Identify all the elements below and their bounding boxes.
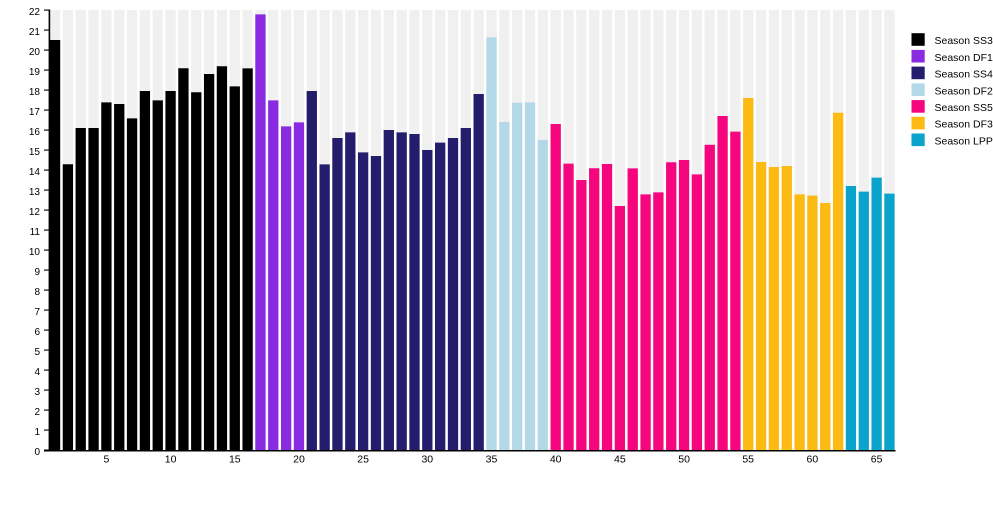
svg-text:35: 35 [486,454,498,466]
svg-text:22: 22 [29,7,41,18]
svg-text:15: 15 [29,147,41,158]
svg-text:19: 19 [29,67,41,78]
svg-text:25: 25 [357,454,369,466]
svg-text:7: 7 [34,307,40,318]
svg-text:60: 60 [807,454,819,466]
svg-text:1: 1 [34,427,40,438]
svg-text:10: 10 [29,247,41,258]
svg-text:12: 12 [29,207,41,218]
svg-text:45: 45 [614,454,626,466]
svg-text:16: 16 [29,127,41,138]
svg-text:10: 10 [165,454,177,466]
svg-text:4: 4 [34,367,40,378]
svg-text:40: 40 [550,454,562,466]
svg-text:3: 3 [34,387,40,398]
svg-text:9: 9 [34,267,40,278]
svg-text:50: 50 [678,454,690,466]
svg-text:20: 20 [293,454,305,466]
svg-text:Season SS5: Season SS5 [935,102,993,114]
svg-text:Season DF3: Season DF3 [935,119,993,131]
svg-text:30: 30 [421,454,433,466]
svg-text:11: 11 [30,227,41,238]
svg-text:Season SS4: Season SS4 [935,69,993,81]
svg-text:20: 20 [29,47,41,58]
svg-text:Season SS3: Season SS3 [935,35,993,47]
svg-text:2: 2 [34,407,40,418]
svg-text:Season LPP: Season LPP [935,135,993,147]
svg-text:21: 21 [29,27,41,38]
svg-text:13: 13 [29,187,41,198]
svg-text:0: 0 [34,447,40,458]
svg-text:6: 6 [34,327,40,338]
svg-text:5: 5 [34,347,40,358]
svg-text:18: 18 [29,87,41,98]
svg-text:5: 5 [103,454,109,466]
svg-text:14: 14 [29,167,41,178]
svg-text:15: 15 [229,454,241,466]
svg-text:55: 55 [742,454,754,466]
svg-text:Season DF1: Season DF1 [935,52,993,64]
svg-text:Season DF2: Season DF2 [935,85,993,97]
svg-text:65: 65 [871,454,883,466]
svg-text:17: 17 [29,107,41,118]
svg-text:8: 8 [34,287,40,298]
